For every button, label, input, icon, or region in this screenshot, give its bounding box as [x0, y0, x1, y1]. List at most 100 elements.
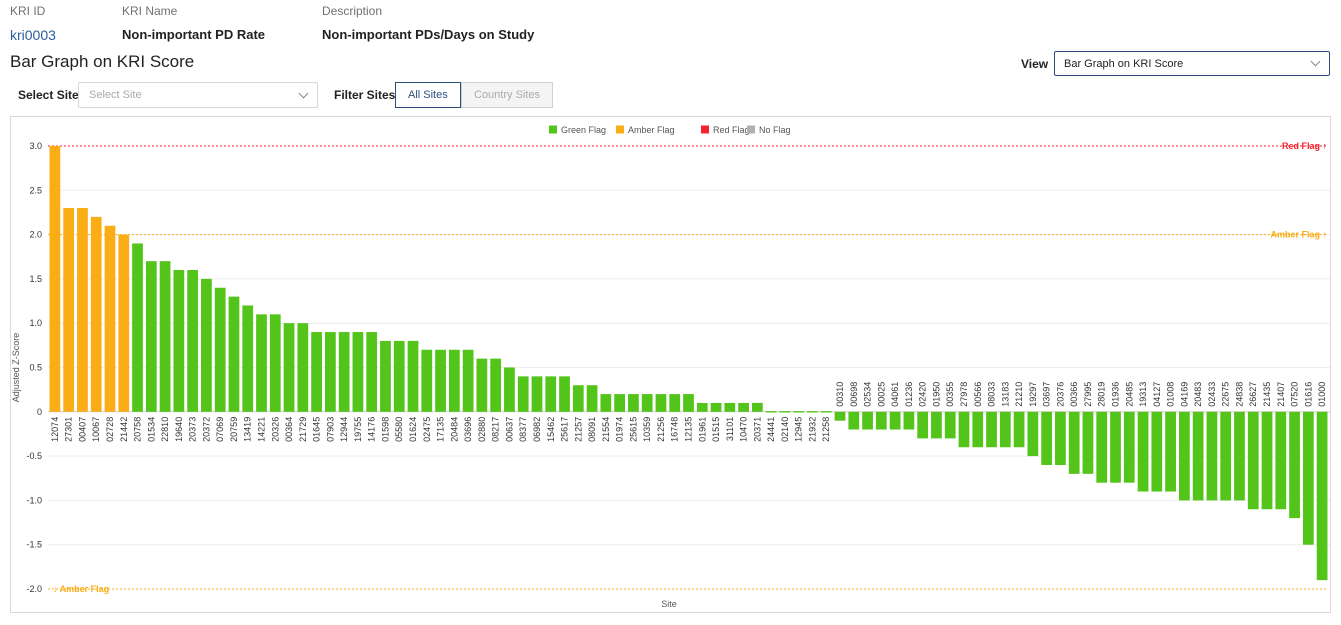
bar[interactable] — [448, 349, 460, 412]
bar[interactable] — [407, 340, 419, 412]
bar[interactable] — [1302, 411, 1314, 545]
bar[interactable] — [1261, 411, 1273, 510]
bar[interactable] — [641, 394, 653, 412]
bar[interactable] — [820, 411, 832, 413]
bar[interactable] — [490, 358, 502, 412]
bar[interactable] — [779, 411, 791, 413]
bar[interactable] — [1289, 411, 1300, 519]
bar[interactable] — [1096, 411, 1108, 483]
bar[interactable] — [145, 261, 157, 412]
bar[interactable] — [531, 376, 543, 412]
bar[interactable] — [889, 411, 901, 430]
bar[interactable] — [187, 270, 199, 412]
bar[interactable] — [669, 394, 681, 412]
bar[interactable] — [572, 385, 584, 412]
bar[interactable] — [958, 411, 970, 448]
country-sites-button[interactable]: Country Sites — [461, 82, 553, 108]
bar[interactable] — [600, 394, 612, 412]
bar[interactable] — [201, 278, 212, 412]
bar[interactable] — [834, 411, 846, 421]
bar[interactable] — [380, 340, 391, 412]
bar[interactable] — [724, 402, 736, 412]
bar[interactable] — [1055, 411, 1066, 465]
bar[interactable] — [1206, 411, 1218, 501]
bar[interactable] — [1041, 411, 1053, 465]
bar[interactable] — [214, 287, 226, 412]
bar[interactable] — [875, 411, 887, 430]
bar[interactable] — [559, 376, 570, 412]
bar[interactable] — [256, 314, 267, 412]
bar[interactable] — [269, 314, 281, 412]
bar[interactable] — [324, 332, 336, 412]
all-sites-button[interactable]: All Sites — [395, 82, 461, 108]
bar[interactable] — [1275, 411, 1287, 510]
bar[interactable] — [972, 411, 984, 448]
bar[interactable] — [366, 332, 378, 412]
bar[interactable] — [1123, 411, 1135, 483]
legend-label[interactable]: Red Flag — [713, 125, 750, 135]
bar[interactable] — [476, 358, 488, 412]
bar[interactable] — [1192, 411, 1204, 501]
view-select[interactable]: Bar Graph on KRI Score — [1054, 51, 1330, 76]
bar[interactable] — [118, 234, 130, 412]
bar[interactable] — [696, 402, 708, 412]
bar[interactable] — [1165, 411, 1176, 492]
bar[interactable] — [1234, 411, 1245, 501]
bar[interactable] — [1220, 411, 1232, 501]
bar[interactable] — [862, 411, 873, 430]
bar[interactable] — [1027, 411, 1039, 457]
bar[interactable] — [159, 261, 171, 412]
bar[interactable] — [917, 411, 929, 439]
bar[interactable] — [283, 323, 295, 412]
bar[interactable] — [435, 349, 446, 412]
bar[interactable] — [132, 243, 143, 412]
bar[interactable] — [793, 411, 805, 413]
bar[interactable] — [504, 367, 515, 412]
bar[interactable] — [628, 394, 639, 412]
bar[interactable] — [297, 323, 309, 412]
bar[interactable] — [738, 402, 749, 412]
kri-id-link[interactable]: kri0003 — [10, 27, 56, 43]
legend-label[interactable]: Green Flag — [561, 125, 606, 135]
bar[interactable] — [63, 208, 75, 412]
bar[interactable] — [999, 411, 1011, 448]
bar[interactable] — [1013, 411, 1025, 448]
bar[interactable] — [848, 411, 860, 430]
bar[interactable] — [1316, 411, 1328, 581]
bar[interactable] — [1247, 411, 1259, 510]
bar[interactable] — [545, 376, 557, 412]
bar[interactable] — [49, 146, 61, 412]
bar[interactable] — [462, 349, 474, 412]
bar[interactable] — [765, 411, 777, 413]
bar[interactable] — [228, 296, 240, 412]
legend-label[interactable]: Amber Flag — [628, 125, 675, 135]
legend-label[interactable]: No Flag — [759, 125, 791, 135]
bar[interactable] — [1137, 411, 1149, 492]
bar[interactable] — [1082, 411, 1094, 474]
bar[interactable] — [173, 270, 185, 412]
bar[interactable] — [90, 216, 102, 412]
bar[interactable] — [311, 332, 322, 412]
site-select[interactable]: Select Site — [78, 82, 318, 108]
bar[interactable] — [1151, 411, 1163, 492]
bar[interactable] — [710, 402, 722, 412]
bar[interactable] — [1110, 411, 1121, 483]
bar[interactable] — [586, 385, 598, 412]
bar[interactable] — [944, 411, 956, 439]
bar[interactable] — [352, 332, 364, 412]
bar[interactable] — [807, 411, 818, 413]
bar[interactable] — [986, 411, 997, 448]
bar[interactable] — [683, 394, 694, 412]
bar[interactable] — [931, 411, 942, 439]
bar[interactable] — [751, 402, 763, 412]
bar[interactable] — [903, 411, 915, 430]
bar[interactable] — [1068, 411, 1080, 474]
bar[interactable] — [77, 208, 88, 412]
bar[interactable] — [1178, 411, 1190, 501]
bar[interactable] — [338, 332, 350, 412]
bar[interactable] — [393, 340, 405, 412]
bar[interactable] — [517, 376, 529, 412]
bar[interactable] — [421, 349, 433, 412]
bar[interactable] — [242, 305, 254, 412]
bar[interactable] — [614, 394, 626, 412]
